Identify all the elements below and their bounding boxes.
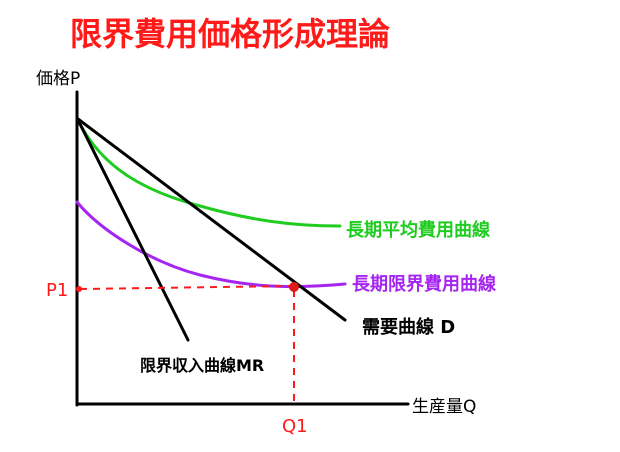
price-axis-dot (76, 286, 82, 292)
marginal-revenue-curve (76, 118, 190, 342)
average-cost-curve (76, 118, 342, 228)
demand-label: 需要曲線 D (362, 316, 455, 338)
marginal-cost-curve (75, 200, 347, 289)
x-axis-label: 生産量Q (412, 397, 476, 417)
demand-curve (76, 117, 347, 322)
y-axis-label: 価格P (36, 69, 80, 89)
marginal-cost-label: 長期限界費用曲線 (352, 273, 496, 295)
price-label: P1 (46, 280, 68, 301)
price-dashed-line (79, 285, 293, 290)
marginal-revenue-label: 限界収入曲線MR (140, 356, 264, 375)
diagram-title: 限界費用価格形成理論 (70, 15, 390, 53)
quantity-label: Q1 (282, 416, 308, 437)
equilibrium-point (289, 282, 299, 292)
average-cost-label: 長期平均費用曲線 (346, 219, 490, 241)
